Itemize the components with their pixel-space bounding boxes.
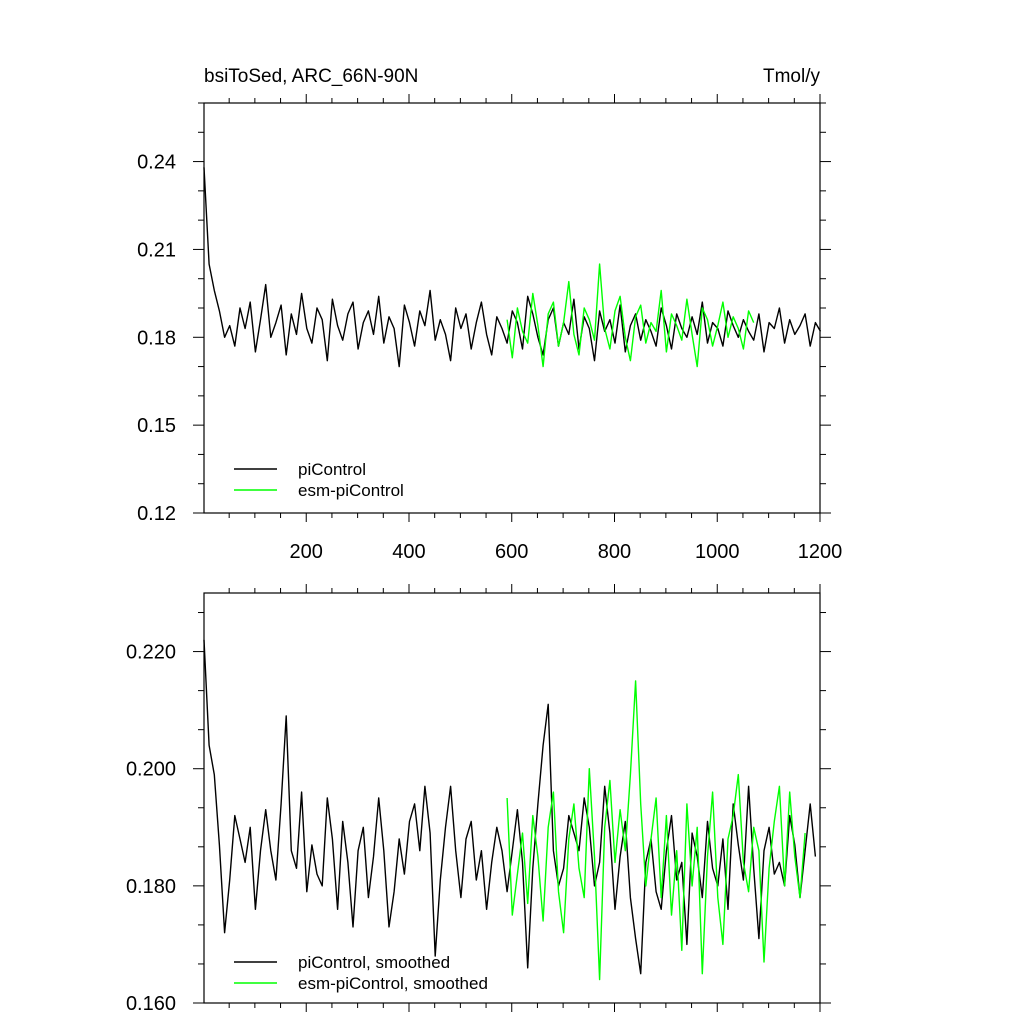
- top-chart-title: bsiToSed, ARC_66N-90N: [204, 66, 418, 87]
- top-legend: piControl esm-piControl: [234, 460, 404, 500]
- top-y-tick-label: 0.18: [137, 327, 176, 349]
- top-series-group: [203, 167, 822, 368]
- bottom-series-esm-picontrol-smoothed: [506, 680, 806, 981]
- top-series-picontrol: [203, 167, 822, 368]
- top-x-tick-label: 400: [392, 541, 425, 563]
- top-y-tick-label: 0.24: [137, 152, 176, 174]
- top-x-tick-labels: 200 400 600 800 1000 1200: [290, 541, 843, 563]
- top-chart-units: Tmol/y: [763, 66, 821, 87]
- top-panel: bsiToSed, ARC_66N-90N Tmol/y 0.120.150.1…: [137, 66, 842, 563]
- bottom-y-tick-label: 0.220: [126, 642, 176, 664]
- top-series-esm-picontrol: [506, 263, 755, 368]
- bottom-tick-marks: [193, 584, 831, 1012]
- bottom-series-group: [203, 639, 817, 981]
- bottom-legend-label-picontrol-smoothed: piControl, smoothed: [298, 953, 450, 972]
- bottom-y-tick-label: 0.200: [126, 759, 176, 781]
- top-x-tick-label: 1200: [798, 541, 843, 563]
- top-y-tick-label: 0.15: [137, 415, 176, 437]
- bottom-y-tick-labels: 0.160 0.180 0.200 0.220: [126, 642, 176, 1015]
- bottom-legend: piControl, smoothed esm-piControl, smoot…: [234, 953, 488, 993]
- top-x-tick-label: 800: [598, 541, 631, 563]
- bottom-panel: 0.160 0.180 0.200 0.220 piControl, smoothed…: [126, 584, 831, 1015]
- top-legend-label-picontrol: piControl: [298, 460, 366, 479]
- top-tick-marks: [193, 94, 831, 522]
- bottom-legend-label-esm-picontrol-smoothed: esm-piControl, smoothed: [298, 974, 488, 993]
- top-x-tick-label: 200: [290, 541, 323, 563]
- top-legend-label-esm-picontrol: esm-piControl: [298, 481, 404, 500]
- top-x-tick-label: 1000: [695, 541, 740, 563]
- bottom-y-tick-label: 0.160: [126, 993, 176, 1015]
- top-x-tick-label: 600: [495, 541, 528, 563]
- top-y-tick-label: 0.12: [137, 503, 176, 525]
- top-y-tick-label: 0.21: [137, 239, 176, 261]
- top-y-tick-labels: 0.12 0.15 0.18 0.21 0.24: [137, 152, 176, 525]
- bottom-y-tick-label: 0.180: [126, 876, 176, 898]
